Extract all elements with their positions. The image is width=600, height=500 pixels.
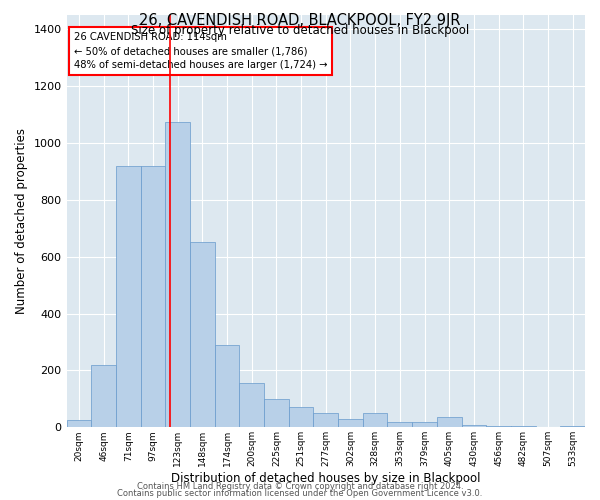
Bar [461, 425, 486, 428]
X-axis label: Distribution of detached houses by size in Blackpool: Distribution of detached houses by size … [171, 472, 481, 485]
Bar [67, 420, 91, 428]
Bar [91, 364, 116, 428]
Bar [486, 426, 511, 428]
Text: Contains public sector information licensed under the Open Government Licence v3: Contains public sector information licen… [118, 490, 482, 498]
Bar [239, 383, 264, 428]
Bar [140, 166, 165, 428]
Bar [313, 413, 338, 428]
Bar [190, 242, 215, 428]
Y-axis label: Number of detached properties: Number of detached properties [15, 128, 28, 314]
Bar [165, 122, 190, 428]
Bar [511, 426, 536, 428]
Bar [264, 399, 289, 428]
Text: 26 CAVENDISH ROAD: 114sqm
← 50% of detached houses are smaller (1,786)
48% of se: 26 CAVENDISH ROAD: 114sqm ← 50% of detac… [74, 32, 328, 70]
Text: Contains HM Land Registry data © Crown copyright and database right 2024.: Contains HM Land Registry data © Crown c… [137, 482, 463, 491]
Bar [412, 422, 437, 428]
Bar [215, 345, 239, 428]
Text: 26, CAVENDISH ROAD, BLACKPOOL, FY2 9JR: 26, CAVENDISH ROAD, BLACKPOOL, FY2 9JR [139, 12, 461, 28]
Bar [388, 422, 412, 428]
Bar [289, 408, 313, 428]
Bar [116, 166, 140, 428]
Text: Size of property relative to detached houses in Blackpool: Size of property relative to detached ho… [131, 24, 469, 37]
Bar [363, 413, 388, 428]
Bar [560, 426, 585, 428]
Bar [437, 418, 461, 428]
Bar [338, 419, 363, 428]
